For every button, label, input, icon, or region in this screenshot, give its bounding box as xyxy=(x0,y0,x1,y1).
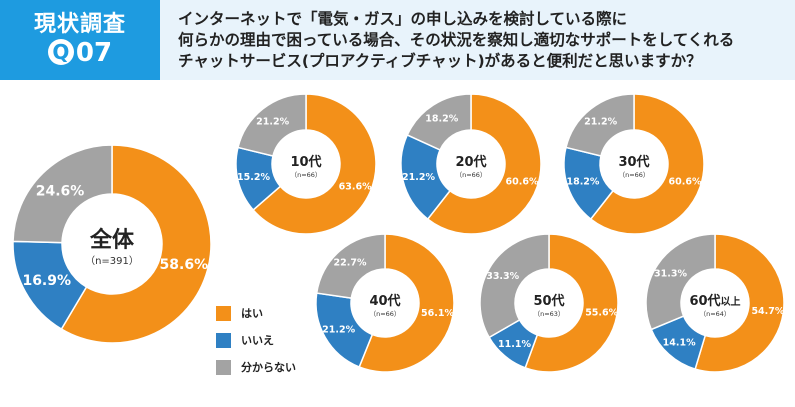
donut-slice xyxy=(315,233,386,299)
slice-value-label: 22.7% xyxy=(334,258,367,269)
slice-value-label: 33.3% xyxy=(486,271,519,282)
donut-center-title-suffix: 以上 xyxy=(721,295,741,308)
slice-value-label: 58.6% xyxy=(160,257,209,273)
donut-center-n-label: （n=66） xyxy=(370,310,401,318)
donut-center-n-label: （n=63） xyxy=(534,310,565,318)
donut-slice xyxy=(565,93,635,157)
donut-slice xyxy=(358,233,455,373)
slice-value-label: 55.6% xyxy=(585,307,618,318)
question-text: インターネットで「電気・ガス」の申し込みを検討している際に 何らかの理由で困って… xyxy=(178,9,788,72)
legend-item-unknown: 分からない xyxy=(216,358,296,376)
donut-slice xyxy=(589,93,705,235)
donut-center-title: 60代以上 xyxy=(689,293,740,309)
legend-label: 分からない xyxy=(241,361,296,374)
slice-value-label: 21.2% xyxy=(402,172,435,183)
question-line: チャットサービス(プロアクティブチャット)があると便利だと思いますか？ xyxy=(178,52,702,70)
legend: はい いいえ 分からない xyxy=(216,304,296,385)
question-line: 何らかの理由で困っている場合、その状況を察知し適切なサポートをしてくれる xyxy=(178,31,735,49)
donut-center-title: 全体 xyxy=(89,227,135,253)
slice-value-label: 21.2% xyxy=(584,117,617,128)
donut-chart: 60.6% 21.2% 18.2% 20代（n=66） xyxy=(400,93,542,235)
donut-slice xyxy=(426,93,542,235)
donut-center-title: 10代 xyxy=(290,154,321,170)
donut-chart: 60.6% 18.2% 21.2% 30代（n=66） xyxy=(563,93,705,235)
slice-value-label: 21.2% xyxy=(322,325,355,336)
donut-chart: 54.7% 14.1% 31.3% 60代以上（n=64） xyxy=(645,233,785,373)
donut-slice xyxy=(60,144,212,344)
slice-value-label: 18.2% xyxy=(425,114,458,125)
donut-chart: 58.6% 16.9% 24.6% 全体 （n=391） xyxy=(12,144,212,344)
donut-center-title: 20代 xyxy=(455,154,486,170)
donut-slice xyxy=(694,233,785,373)
donut-center-n-label: （n=66） xyxy=(456,171,487,179)
legend-label: いいえ xyxy=(241,334,274,347)
donut-slice xyxy=(237,93,307,157)
slice-value-label: 60.6% xyxy=(506,177,539,188)
slice-value-label: 14.1% xyxy=(663,338,696,349)
question-label-box: 現状調査 Q 07 xyxy=(0,0,160,80)
donut-center-title: 30代 xyxy=(618,154,649,170)
slice-value-label: 63.6% xyxy=(339,181,372,192)
donut-center-n-label: （n=66） xyxy=(291,171,322,179)
section-title: 現状調査 xyxy=(33,12,126,37)
donut-slice xyxy=(645,233,716,331)
slice-value-label: 54.7% xyxy=(751,306,784,317)
donut-slice xyxy=(12,144,113,244)
slice-value-label: 24.6% xyxy=(36,184,85,200)
question-number: Q 07 xyxy=(0,38,160,68)
donut-slice xyxy=(479,233,550,339)
legend-item-no: いいえ xyxy=(216,331,296,349)
slice-value-label: 31.3% xyxy=(654,268,687,279)
donut-center-title: 40代 xyxy=(369,293,400,309)
question-line: インターネットで「電気・ガス」の申し込みを検討している際に xyxy=(178,10,628,28)
donut-center-n-label: （n=391） xyxy=(85,255,139,267)
question-number-digits: 07 xyxy=(75,38,113,68)
slice-value-label: 11.1% xyxy=(498,339,531,350)
slice-value-label: 21.2% xyxy=(256,117,289,128)
slice-value-label: 15.2% xyxy=(237,172,270,183)
slice-value-label: 56.1% xyxy=(421,308,454,319)
slice-value-label: 16.9% xyxy=(22,273,71,289)
legend-item-yes: はい xyxy=(216,304,296,322)
legend-swatch xyxy=(216,332,231,348)
donut-center-title: 50代 xyxy=(533,293,564,309)
donut-center-n-label: （n=66） xyxy=(619,171,650,179)
donut-slice xyxy=(524,233,619,373)
slice-value-label: 60.6% xyxy=(669,177,702,188)
legend-swatch xyxy=(216,305,231,321)
donut-chart: 56.1% 21.2% 22.7% 40代（n=66） xyxy=(315,233,455,373)
donut-slice xyxy=(406,93,472,151)
legend-swatch xyxy=(216,359,231,375)
donut-center-n-label: （n=64） xyxy=(700,310,731,318)
donut-chart: 63.6% 15.2% 21.2% 10代（n=66） xyxy=(235,93,377,235)
legend-label: はい xyxy=(241,307,263,320)
q-circle-icon: Q xyxy=(47,39,74,65)
slice-value-label: 18.2% xyxy=(566,177,599,188)
donut-slice xyxy=(252,93,377,235)
donut-chart: 55.6% 11.1% 33.3% 50代（n=63） xyxy=(479,233,619,373)
